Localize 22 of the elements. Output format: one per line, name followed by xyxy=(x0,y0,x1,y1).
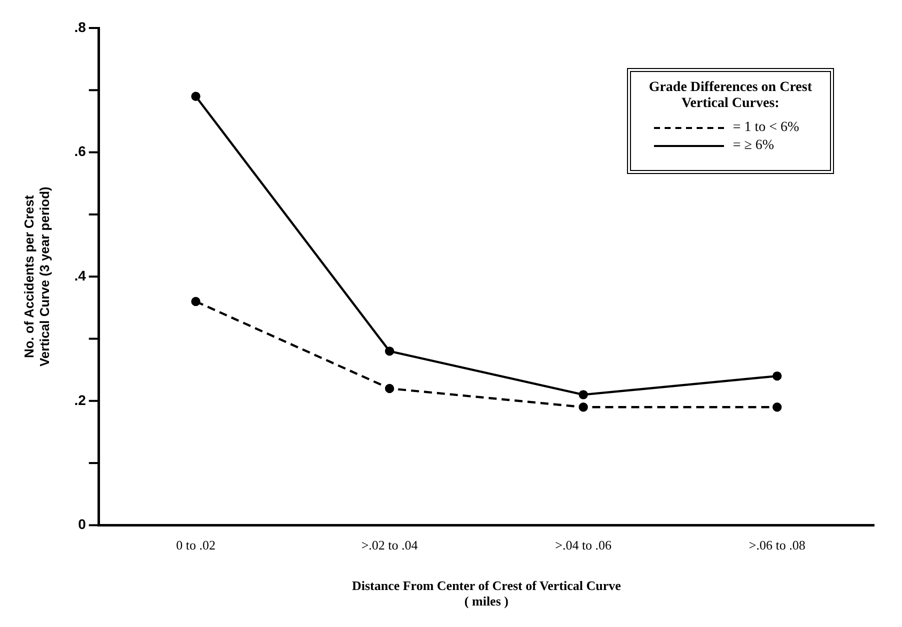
point xyxy=(578,402,588,412)
point xyxy=(772,402,782,412)
y-axis-title: No. of Accidents per Crest Vertical Curve (3 year period) xyxy=(21,186,52,367)
x-tick-label: 0 to .02 xyxy=(176,537,216,552)
y-tick-label: 0 xyxy=(78,516,86,532)
x-tick-label: >.02 to .04 xyxy=(361,537,418,552)
legend-label: = ≥ 6% xyxy=(732,138,774,154)
y-tick-label: .8 xyxy=(74,18,86,35)
x-tick-label: >.06 to .08 xyxy=(748,537,806,552)
x-axis-title: Distance From Center of Crest of Vertical Curve ( miles ) xyxy=(352,578,622,609)
y-tick-label: .4 xyxy=(74,267,86,284)
y-tick-label: .6 xyxy=(74,143,86,160)
y-tick-label: .2 xyxy=(74,392,86,408)
point xyxy=(772,371,782,381)
legend-title: Grade Differences on Crest Vertical Curves: xyxy=(648,80,812,112)
point xyxy=(191,296,200,306)
point xyxy=(384,384,394,394)
x-tick-label: >.04 to .06 xyxy=(555,537,612,552)
legend-label: = 1 to < 6% xyxy=(732,120,800,136)
point xyxy=(578,390,588,400)
point xyxy=(384,346,394,356)
point xyxy=(191,92,200,101)
